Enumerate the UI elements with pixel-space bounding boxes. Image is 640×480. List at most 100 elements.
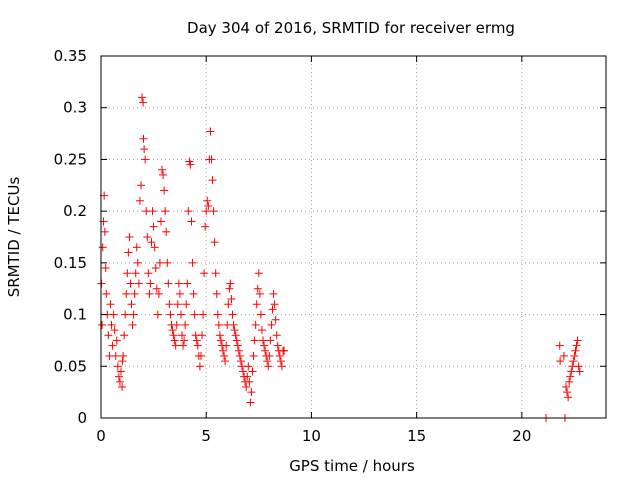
data-point — [575, 367, 584, 376]
y-tick-label: 0.35 — [54, 47, 87, 65]
data-point — [261, 346, 270, 355]
data-point — [562, 382, 571, 391]
data-point — [148, 207, 157, 216]
data-point — [199, 310, 208, 319]
data-point — [143, 233, 152, 241]
data-point — [239, 367, 248, 376]
y-tick-label: 0.1 — [63, 306, 87, 324]
data-point — [120, 331, 129, 340]
y-tick-label: 0 — [77, 409, 87, 427]
data-point — [268, 305, 277, 314]
chart-title: Day 304 of 2016, SRMTID for receiver erm… — [187, 19, 515, 37]
data-point — [100, 227, 109, 236]
data-point — [269, 289, 278, 298]
data-point — [569, 357, 578, 366]
data-point — [145, 289, 154, 298]
data-point — [259, 336, 268, 345]
data-point — [255, 289, 264, 298]
data-point — [163, 258, 172, 267]
data-point — [156, 217, 165, 226]
data-point — [110, 326, 119, 335]
data-point — [175, 289, 184, 298]
data-point — [216, 336, 225, 345]
data-point — [187, 217, 196, 226]
data-point — [180, 336, 189, 345]
data-point — [115, 377, 124, 386]
data-point — [164, 279, 173, 288]
data-point — [189, 289, 198, 298]
data-point — [176, 310, 185, 319]
data-point — [267, 320, 276, 329]
data-point — [108, 341, 117, 350]
data-point — [229, 320, 238, 329]
data-point — [196, 351, 205, 360]
data-point — [118, 357, 127, 366]
data-point — [98, 320, 107, 329]
data-point — [113, 362, 122, 371]
x-tick-label: 5 — [201, 427, 211, 445]
data-point — [111, 351, 120, 360]
data-point — [233, 341, 242, 350]
data-point — [186, 160, 195, 169]
data-point — [253, 284, 262, 293]
data-point — [257, 326, 266, 335]
data-point — [263, 357, 272, 366]
data-point — [203, 196, 212, 205]
data-point — [198, 331, 206, 340]
data-point — [210, 238, 219, 247]
data-point — [104, 331, 113, 340]
data-point — [230, 326, 239, 335]
data-point — [152, 284, 161, 293]
data-point — [204, 201, 213, 210]
data-point — [131, 269, 140, 278]
data-point — [276, 357, 285, 366]
data-point — [166, 310, 175, 319]
data-point — [248, 367, 257, 376]
data-point — [206, 127, 215, 136]
data-point — [208, 176, 217, 185]
data-point — [139, 134, 148, 143]
data-point — [112, 336, 121, 345]
data-point — [195, 362, 204, 371]
data-point — [207, 155, 216, 164]
data-point — [224, 300, 233, 309]
data-point — [215, 331, 224, 340]
data-point — [260, 341, 269, 350]
data-point — [133, 258, 142, 267]
data-point — [235, 351, 244, 360]
y-tick-label: 0.25 — [54, 150, 87, 168]
data-point — [556, 357, 565, 366]
data-point — [182, 300, 191, 309]
data-point — [151, 264, 160, 273]
data-point — [101, 264, 110, 273]
data-point — [150, 243, 159, 252]
data-point — [134, 279, 143, 288]
data-point — [155, 258, 164, 267]
data-point — [170, 336, 179, 345]
data-point — [572, 341, 581, 350]
data-point — [119, 351, 128, 360]
data-point — [132, 243, 141, 252]
grid-lines — [101, 56, 606, 418]
data-point — [158, 165, 167, 174]
data-point — [161, 207, 170, 216]
data-point — [149, 222, 158, 231]
x-tick-label: 0 — [96, 427, 106, 445]
x-axis-label: GPS time / hours — [289, 457, 415, 475]
data-point — [236, 357, 245, 366]
data-point — [214, 320, 223, 329]
data-point — [266, 336, 275, 345]
data-point — [190, 310, 199, 319]
data-point — [141, 155, 150, 164]
data-point — [171, 341, 180, 350]
data-point — [251, 320, 260, 329]
data-point — [146, 279, 155, 288]
data-point — [275, 351, 284, 360]
data-point — [559, 351, 568, 360]
data-point — [154, 289, 163, 298]
data-point — [98, 243, 107, 252]
data-point — [201, 222, 210, 231]
x-tick-label: 10 — [302, 427, 321, 445]
plot-frame — [100, 55, 607, 419]
data-point — [135, 196, 144, 205]
